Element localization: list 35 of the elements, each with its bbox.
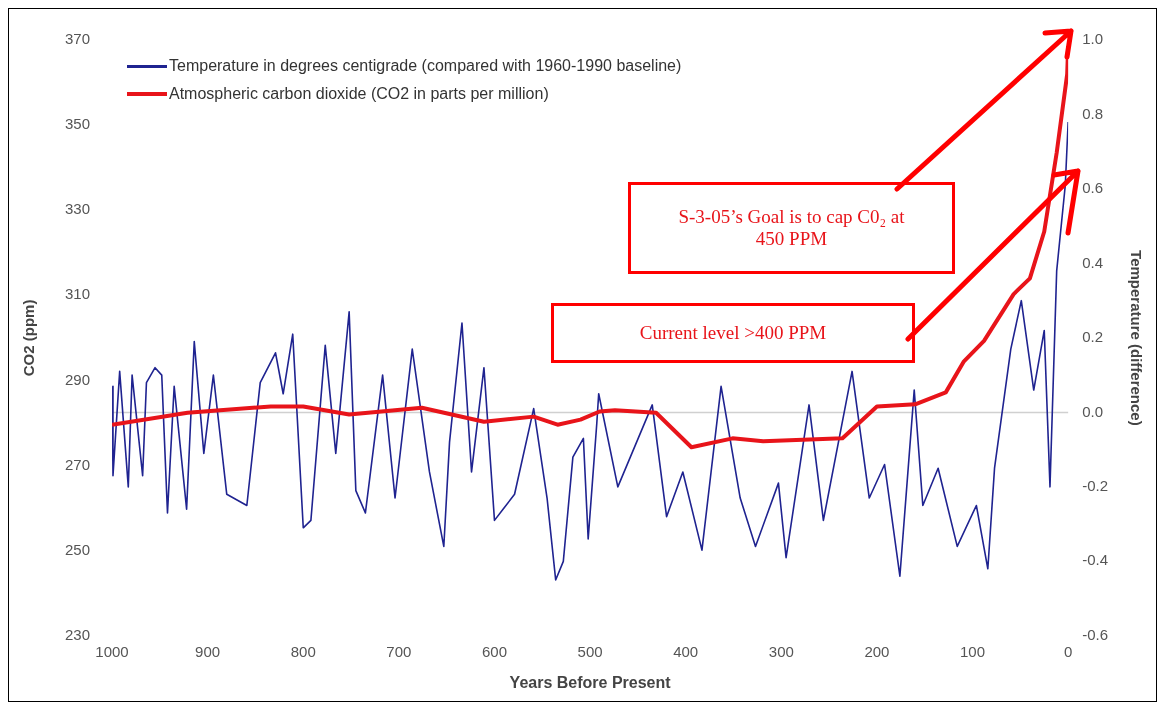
- y2-tick-label: -0.2: [1082, 476, 1109, 494]
- x-tick-label: 400: [673, 642, 699, 660]
- x-tick-label: 700: [386, 642, 412, 660]
- y-axis-title: CO2 (ppm): [20, 299, 38, 377]
- x-tick-label: 100: [960, 642, 986, 660]
- x-tick-label: 800: [290, 642, 316, 660]
- y2-tick-label: 0.4: [1082, 253, 1104, 271]
- y2-tick-label: 1.0: [1082, 30, 1104, 48]
- y-tick-label: 310: [65, 285, 91, 303]
- x-tick-label: 600: [481, 642, 507, 660]
- y2-tick-label: -0.6: [1082, 625, 1109, 643]
- y2-tick-label: 0.2: [1082, 328, 1104, 346]
- y-tick-label: 330: [65, 200, 91, 218]
- y2-tick-label: 0.8: [1082, 104, 1104, 122]
- y-tick-label: 350: [65, 115, 91, 133]
- y2-tick-label: 0.0: [1082, 402, 1104, 420]
- x-tick-label: 500: [577, 642, 603, 660]
- legend-label: Atmospheric carbon dioxide (CO2 in parts per million): [169, 85, 549, 103]
- x-axis-title: Years Before Present: [509, 673, 672, 691]
- y-tick-label: 290: [65, 370, 91, 388]
- x-tick-label: 1000: [95, 642, 129, 660]
- x-tick-label: 200: [864, 642, 890, 660]
- x-tick-label: 300: [768, 642, 794, 660]
- x-tick-label: 900: [195, 642, 221, 660]
- x-tick-label: 0: [1063, 642, 1073, 660]
- y2-axis-title: Temperature (difference): [1127, 250, 1145, 426]
- y2-tick-label: -0.4: [1082, 551, 1109, 569]
- y-tick-label: 370: [65, 30, 91, 48]
- y-tick-label: 270: [65, 455, 91, 473]
- annotation: Current level >400 PPM: [551, 303, 915, 363]
- y2-tick-label: 0.6: [1082, 179, 1104, 197]
- y-tick-label: 230: [65, 625, 91, 643]
- annotation: S-3-05’s Goal is to cap C0₂ at 450 PPM: [628, 182, 955, 274]
- legend-label: Temperature in degrees centigrade (compared with 1960-1990 baseline): [169, 57, 682, 75]
- y-tick-label: 250: [65, 540, 91, 558]
